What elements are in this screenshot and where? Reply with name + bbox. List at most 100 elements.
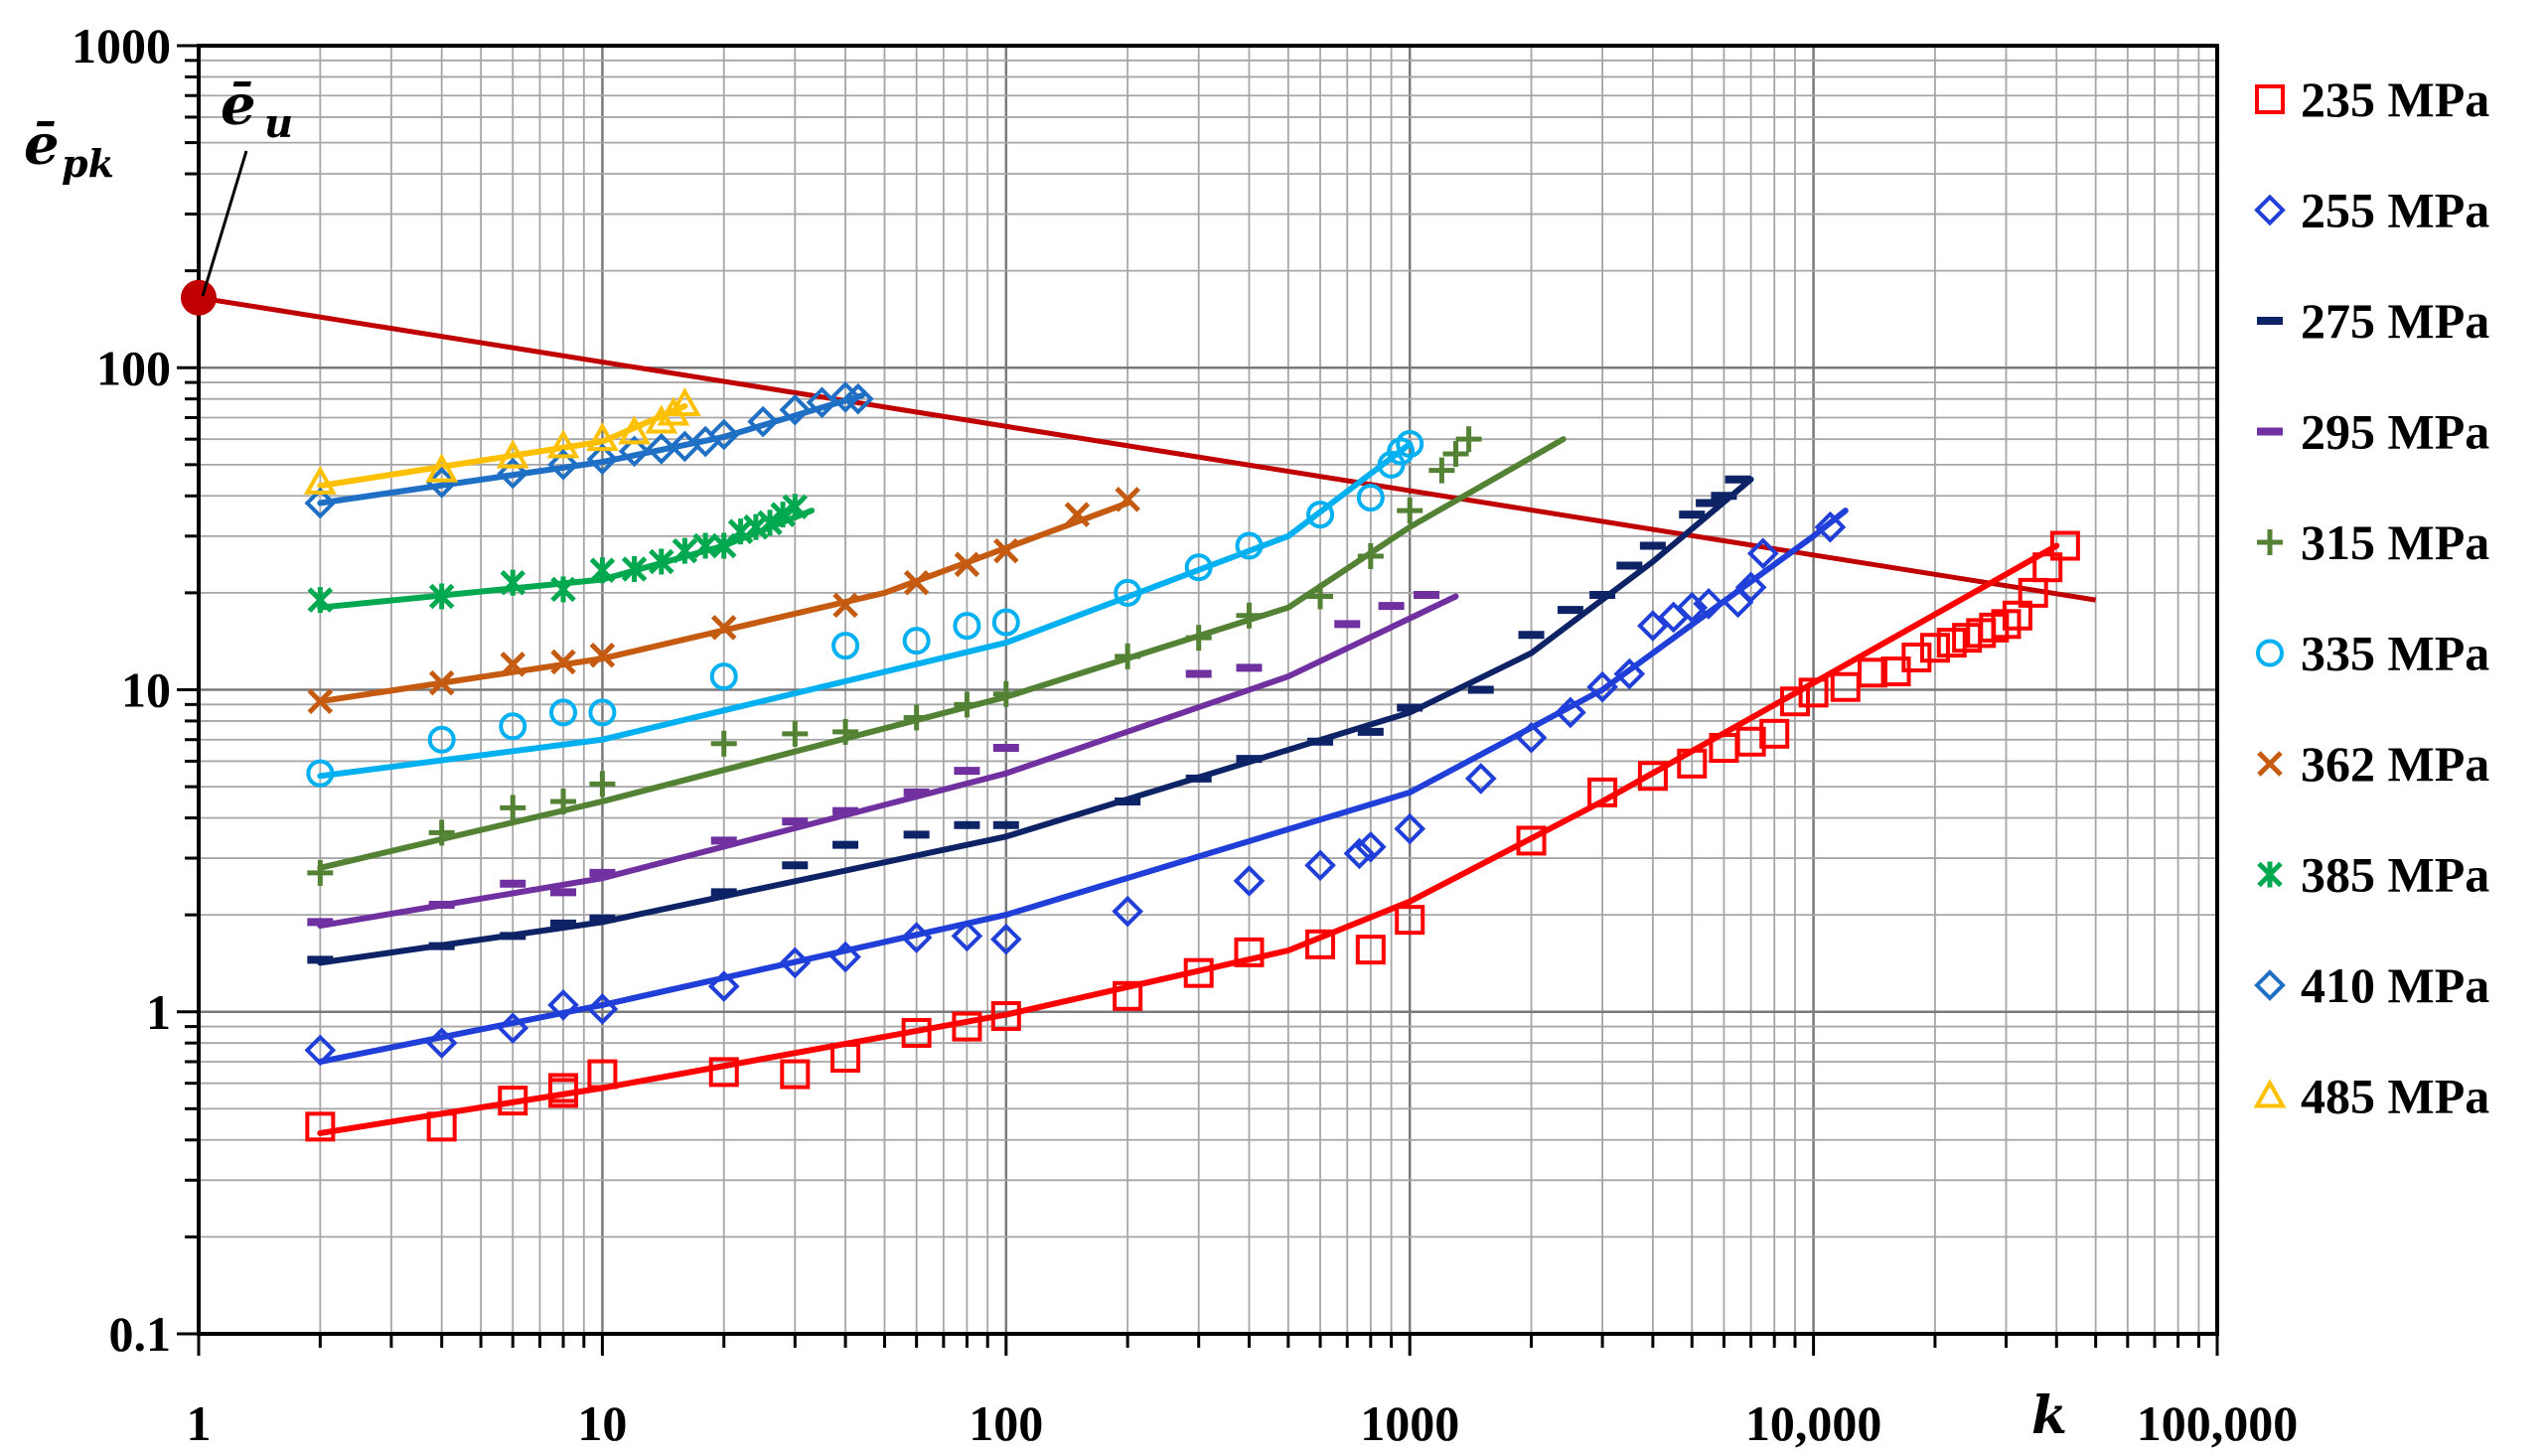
legend-label: 295 MPa [2301,404,2489,460]
data-point-362-MPa [428,669,455,696]
data-point-385-MPa [692,532,718,559]
data-point-235-MPa [1735,726,1766,757]
data-point-235-MPa [498,1086,528,1116]
data-point-335-MPa [1114,578,1142,607]
x-tick-label: 10,000 [1745,1395,1882,1451]
data-point-335-MPa [1356,484,1385,512]
data-point-255-MPa [1515,721,1548,754]
data-point-362-MPa [307,688,334,715]
data-point-335-MPa [549,698,578,727]
data-point-315-MPa [1397,498,1423,524]
limit-line-label-leader [201,150,248,297]
data-point-255-MPa [1354,830,1387,863]
data-point-385-MPa [672,537,698,564]
data-point-255-MPa [989,923,1022,955]
data-point-315-MPa [1428,457,1455,484]
data-point-235-MPa [780,1059,811,1090]
data-point-315-MPa [710,730,737,757]
y-axis: 0.1 1 10 100 1000 [72,18,199,1362]
data-point-385-MPa [649,548,674,575]
fit-curve-315-MPa [317,436,1567,871]
data-point-235-MPa [1395,905,1425,936]
data-point-315-MPa [428,819,455,846]
data-point-485-MPa [657,396,690,426]
data-point-255-MPa [497,1012,529,1044]
data-point-385-MPa [770,502,796,528]
data-point-385-MPa [621,555,648,582]
data-point-315-MPa [954,691,980,718]
data-point-255-MPa [1233,865,1266,897]
data-point-255-MPa [547,989,579,1021]
y-tick-label: 0.1 [109,1306,172,1362]
y-tick-label: 100 [96,340,171,395]
data-point-335-MPa [1184,553,1213,582]
limit-line-label-sub: u [264,100,293,147]
legend-label: 335 MPa [2301,626,2489,681]
data-point-362-MPa [589,642,616,668]
data-point-235-MPa [2032,552,2063,583]
data-point-255-MPa [1814,510,1847,543]
data-point-410-MPa [586,443,619,476]
data-point-235-MPa [587,1059,618,1090]
legend: 235 MPa 255 MPa 275 MPa 295 MPa 315 MPa 335 M… [2253,72,2489,1124]
limit-line-label: ē [221,73,256,138]
data-point-255-MPa [707,970,740,1002]
legend-marker-255-MPa [2254,194,2286,226]
data-point-235-MPa [426,1111,457,1142]
data-point-385-MPa [428,583,455,610]
data-point-485-MPa [645,404,678,434]
data-point-335-MPa [902,627,931,655]
data-point-410-MPa [618,435,651,468]
data-point-410-MPa [497,457,529,490]
data-point-385-MPa [307,587,334,614]
data-point-335-MPa [306,759,335,788]
data-point-362-MPa [993,537,1019,564]
data-point-235-MPa [708,1057,739,1088]
data-point-335-MPa [831,632,860,660]
data-point-235-MPa [1677,748,1708,779]
data-point-255-MPa [1394,812,1426,845]
data-point-255-MPa [304,1034,337,1067]
legend-label: 315 MPa [2301,514,2489,570]
data-point-255-MPa [586,993,619,1025]
data-point-235-MPa [1234,937,1265,967]
data-point-255-MPa [1637,610,1669,642]
x-tick-label: 10 [577,1395,627,1451]
data-point-255-MPa [1613,657,1646,690]
data-point-235-MPa [1919,633,1950,663]
data-point-385-MPa [782,494,809,520]
data-point-362-MPa [903,569,930,596]
data-point-315-MPa [1115,643,1141,669]
data-point-485-MPa [585,422,619,452]
fit-curve-235-MPa [317,542,2060,1136]
data-point-362-MPa [500,652,526,677]
data-point-362-MPa [1115,487,1140,512]
data-point-235-MPa [901,1017,932,1048]
data-point-335-MPa [499,712,527,741]
data-point-255-MPa [779,946,812,979]
data-point-255-MPa [951,920,983,952]
data-point-255-MPa [1676,591,1709,624]
data-point-315-MPa [832,718,859,745]
data-point-235-MPa [1355,935,1386,965]
data-point-362-MPa [954,551,980,578]
data-point-315-MPa [589,771,616,798]
legend-label: 362 MPa [2301,736,2489,792]
data-point-410-MPa [304,487,337,519]
data-point-235-MPa [830,1043,861,1074]
data-point-315-MPa [992,680,1019,707]
data-point-335-MPa [1306,501,1335,529]
data-point-335-MPa [427,725,456,754]
data-point-235-MPa [1759,718,1790,749]
data-point-410-MPa [806,386,838,419]
data-point-385-MPa [743,513,769,540]
data-point-235-MPa [1901,642,1932,672]
data-point-362-MPa [710,615,737,641]
y-axis-label-sub: pk [62,141,114,186]
legend-marker-335-MPa [2256,639,2284,667]
fit-curve-255-MPa [317,508,1849,1065]
y-tick-label: 10 [121,662,171,718]
legend-label: 410 MPa [2301,957,2489,1013]
data-point-410-MPa [842,382,874,415]
data-point-410-MPa [547,449,579,481]
